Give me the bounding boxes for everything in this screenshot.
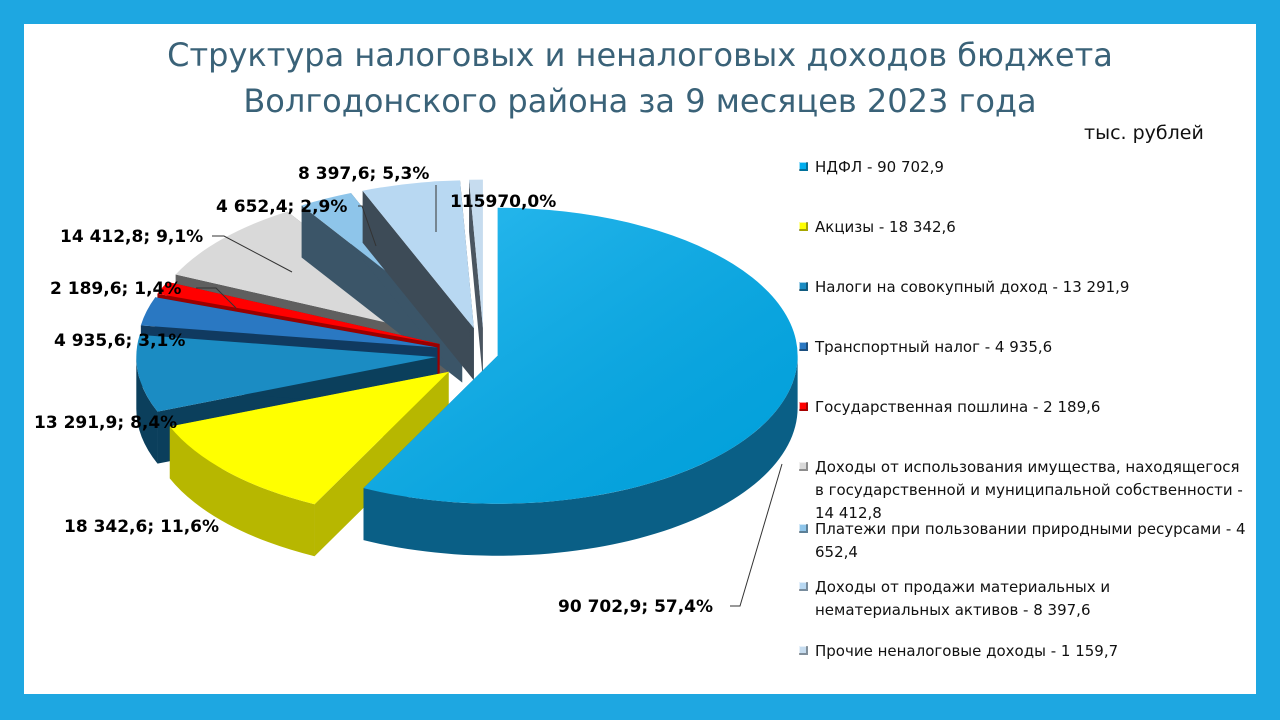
legend-label-8: Доходы от продажи материальных и нематер… <box>815 578 1111 619</box>
legend-item-1: НДФЛ - 90 702,9 <box>799 156 1249 179</box>
pie-slice-9 <box>469 179 483 380</box>
legend-label-1: НДФЛ - 90 702,9 <box>815 158 944 176</box>
legend-label-7: Платежи при пользовании природными ресур… <box>815 520 1246 561</box>
legend-swatch-5 <box>799 402 808 411</box>
legend-item-7: Платежи при пользовании природными ресур… <box>799 518 1249 564</box>
legend-swatch-3 <box>799 282 808 291</box>
legend-swatch-4 <box>799 342 808 351</box>
legend-item-5: Государственная пошлина - 2 189,6 <box>799 396 1249 419</box>
pie-slice-2 <box>169 371 449 557</box>
leader-line-6 <box>212 235 293 273</box>
legend-swatch-7 <box>799 524 808 533</box>
legend-item-8: Доходы от продажи материальных и нематер… <box>799 576 1249 622</box>
legend-label-2: Акцизы - 18 342,6 <box>815 218 956 236</box>
data-label-9: 115970,0% <box>450 192 556 212</box>
legend-label-3: Налоги на совокупный доход - 13 291,9 <box>815 278 1130 296</box>
legend-swatch-8 <box>799 582 808 591</box>
chart-title-line-2: Волгодонского района за 9 месяцев 2023 г… <box>243 82 1037 120</box>
legend-label-4: Транспортный налог - 4 935,6 <box>815 338 1053 356</box>
legend-swatch-6 <box>799 462 808 471</box>
legend-swatch-1 <box>799 162 808 171</box>
data-label-5: 2 189,6; 1,4% <box>50 279 181 299</box>
legend-label-9: Прочие неналоговые доходы - 1 159,7 <box>815 642 1119 660</box>
pie-slice-8 <box>362 180 474 381</box>
data-label-6: 14 412,8; 9,1% <box>60 227 203 247</box>
data-label-3: 13 291,9; 8,4% <box>34 413 177 433</box>
data-label-4: 4 935,6; 3,1% <box>54 331 185 351</box>
leader-line-1 <box>730 463 783 607</box>
data-label-8: 8 397,6; 5,3% <box>298 164 429 184</box>
legend-item-9: Прочие неналоговые доходы - 1 159,7 <box>799 640 1249 663</box>
chart-title: Структура налоговых и неналоговых доходо… <box>24 32 1256 124</box>
pie-slice-1 <box>363 207 798 556</box>
legend-item-2: Акцизы - 18 342,6 <box>799 216 1249 239</box>
data-label-7: 4 652,4; 2,9% <box>216 197 347 217</box>
leader-line-5 <box>196 287 237 309</box>
legend-swatch-2 <box>799 222 808 231</box>
chart-title-line-1: Структура налоговых и неналоговых доходо… <box>167 36 1113 74</box>
pie-chart: 90 702,9; 57,4% 18 342,6; 11,6% 13 291,9; … <box>34 164 798 617</box>
units-label: тыс. рублей <box>1084 122 1204 144</box>
leader-line-7 <box>358 205 377 247</box>
legend-label-5: Государственная пошлина - 2 189,6 <box>815 398 1101 416</box>
legend-item-3: Налоги на совокупный доход - 13 291,9 <box>799 276 1249 299</box>
data-label-2: 18 342,6; 11,6% <box>64 517 219 537</box>
legend-label-6: Доходы от использования имущества, наход… <box>815 458 1243 522</box>
legend-swatch-9 <box>799 646 808 655</box>
slide: Структура налоговых и неналоговых доходо… <box>24 24 1256 694</box>
data-label-1: 90 702,9; 57,4% <box>558 597 713 617</box>
legend-item-4: Транспортный налог - 4 935,6 <box>799 336 1249 359</box>
legend-item-6: Доходы от использования имущества, наход… <box>799 456 1249 525</box>
